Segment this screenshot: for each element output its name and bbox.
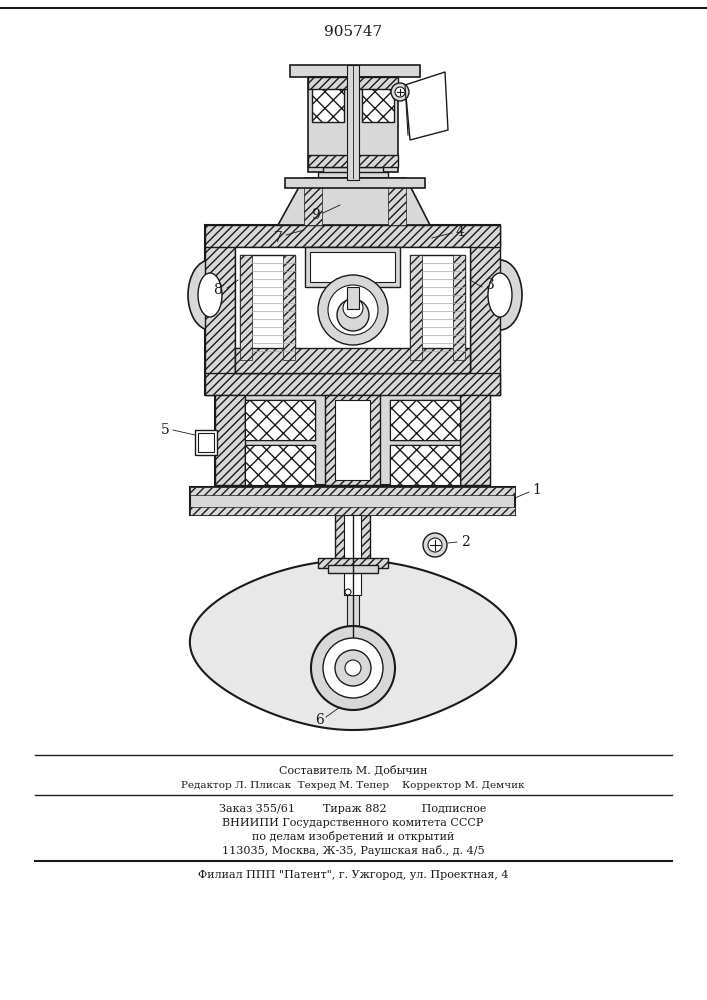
Bar [245, 445, 315, 485]
Bar [390, 445, 460, 485]
Bar [312, 82, 344, 122]
Ellipse shape [488, 273, 512, 317]
Text: 905747: 905747 [324, 25, 382, 39]
Bar [328, 565, 378, 573]
Circle shape [335, 650, 371, 686]
Text: 3: 3 [486, 278, 494, 292]
Text: Составитель М. Добычин: Составитель М. Добычин [279, 765, 427, 775]
Bar [323, 167, 383, 175]
Bar [285, 178, 425, 188]
Polygon shape [278, 178, 430, 225]
Circle shape [318, 275, 388, 345]
Bar [390, 400, 460, 440]
Bar [335, 515, 370, 560]
Polygon shape [405, 72, 448, 140]
Bar [205, 225, 500, 247]
Bar [470, 225, 500, 395]
Text: ВНИИПИ Государственного комитета СССР: ВНИИПИ Государственного комитета СССР [222, 818, 484, 828]
Text: 2: 2 [461, 535, 469, 549]
Text: 5: 5 [160, 423, 170, 437]
Bar [290, 65, 420, 77]
Text: по делам изобретений и открытий: по делам изобретений и открытий [252, 832, 454, 842]
Text: 9: 9 [312, 208, 320, 222]
Bar [245, 400, 315, 440]
Text: 7: 7 [274, 231, 282, 245]
Circle shape [343, 298, 363, 318]
Bar [215, 395, 245, 485]
Bar [388, 178, 406, 225]
Bar [318, 172, 388, 178]
Bar [240, 255, 295, 360]
Circle shape [345, 660, 361, 676]
Circle shape [391, 83, 409, 101]
Bar [304, 178, 322, 225]
Text: 113035, Москва, Ж-35, Раушская наб., д. 4/5: 113035, Москва, Ж-35, Раушская наб., д. … [222, 846, 484, 856]
Text: Редактор Л. Плисак  Техред М. Тепер    Корректор М. Демчик: Редактор Л. Плисак Техред М. Тепер Корре… [181, 780, 525, 790]
Bar [347, 287, 359, 309]
Bar [190, 487, 515, 515]
Circle shape [345, 589, 351, 595]
Bar [308, 77, 398, 89]
Bar [410, 255, 465, 360]
Bar [347, 65, 359, 180]
Polygon shape [245, 400, 315, 440]
Bar [240, 255, 252, 360]
Bar [190, 487, 515, 495]
Text: Заказ 355/61        Тираж 882          Подписное: Заказ 355/61 Тираж 882 Подписное [219, 804, 486, 814]
Bar [198, 433, 214, 452]
Text: 4: 4 [455, 225, 464, 239]
Circle shape [423, 533, 447, 557]
Bar [318, 558, 388, 568]
Polygon shape [390, 445, 460, 485]
Bar [195, 430, 217, 455]
Text: 1: 1 [532, 483, 542, 497]
Circle shape [428, 538, 442, 552]
Bar [235, 247, 470, 373]
Bar [190, 507, 515, 515]
Ellipse shape [188, 260, 232, 330]
Circle shape [311, 626, 395, 710]
Bar [362, 82, 394, 122]
Bar [283, 255, 295, 360]
Ellipse shape [478, 260, 522, 330]
Text: Филиал ППП "Патент", г. Ужгород, ул. Проектная, 4: Филиал ППП "Патент", г. Ужгород, ул. Про… [198, 870, 508, 880]
Text: 8: 8 [214, 283, 223, 297]
Bar [310, 252, 395, 282]
Bar [335, 400, 370, 480]
Circle shape [328, 285, 378, 335]
Bar [460, 395, 490, 485]
Bar [305, 247, 400, 287]
Circle shape [337, 299, 369, 331]
Bar [205, 225, 235, 395]
Polygon shape [245, 445, 315, 485]
Bar [410, 255, 422, 360]
Bar [215, 395, 490, 485]
Bar [308, 155, 398, 167]
Bar [235, 348, 470, 373]
Ellipse shape [198, 273, 222, 317]
Circle shape [323, 638, 383, 698]
Bar [205, 225, 500, 395]
Text: 6: 6 [315, 713, 325, 727]
Polygon shape [190, 560, 516, 730]
Bar [308, 77, 398, 172]
Bar [453, 255, 465, 360]
Bar [344, 515, 361, 595]
Bar [325, 395, 380, 485]
Circle shape [395, 87, 405, 97]
Bar [205, 373, 500, 395]
Polygon shape [390, 400, 460, 440]
Bar [347, 573, 359, 658]
